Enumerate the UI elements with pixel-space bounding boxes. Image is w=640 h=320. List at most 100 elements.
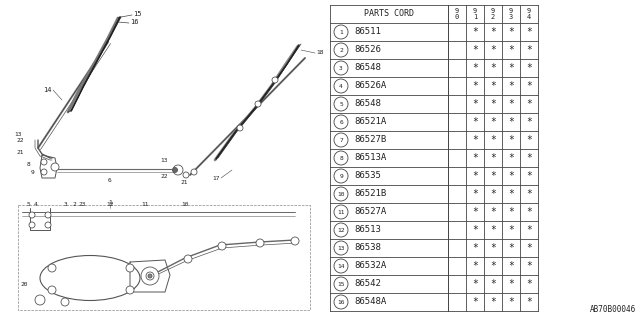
- Text: 86548: 86548: [354, 100, 381, 108]
- Text: *: *: [472, 279, 478, 289]
- Circle shape: [126, 286, 134, 294]
- Text: 16: 16: [130, 19, 138, 25]
- Text: 4: 4: [34, 203, 38, 207]
- Text: *: *: [508, 135, 514, 145]
- Circle shape: [334, 79, 348, 93]
- Text: 9
3: 9 3: [509, 8, 513, 20]
- Text: 14: 14: [337, 263, 345, 268]
- Text: 86521B: 86521B: [354, 189, 387, 198]
- Text: *: *: [490, 63, 496, 73]
- Text: 14: 14: [44, 87, 52, 93]
- Circle shape: [29, 212, 35, 218]
- Text: *: *: [472, 189, 478, 199]
- Text: *: *: [490, 225, 496, 235]
- Circle shape: [334, 115, 348, 129]
- Text: *: *: [490, 207, 496, 217]
- Circle shape: [48, 264, 56, 272]
- Text: 8: 8: [26, 162, 30, 166]
- Text: 15: 15: [133, 11, 141, 17]
- Text: 3: 3: [64, 203, 68, 207]
- Text: *: *: [490, 99, 496, 109]
- Circle shape: [334, 43, 348, 57]
- Circle shape: [184, 255, 192, 263]
- Circle shape: [35, 295, 45, 305]
- Circle shape: [334, 205, 348, 219]
- Circle shape: [218, 242, 226, 250]
- Text: 15: 15: [337, 282, 345, 286]
- Circle shape: [334, 25, 348, 39]
- Text: 6: 6: [339, 119, 343, 124]
- Text: *: *: [490, 279, 496, 289]
- Circle shape: [45, 222, 51, 228]
- Text: *: *: [508, 81, 514, 91]
- Text: AB70B00046: AB70B00046: [589, 305, 636, 314]
- Text: *: *: [508, 297, 514, 307]
- Text: 86513: 86513: [354, 226, 381, 235]
- Text: *: *: [472, 135, 478, 145]
- Text: 86513A: 86513A: [354, 154, 387, 163]
- Text: 9: 9: [30, 170, 34, 174]
- Text: *: *: [472, 207, 478, 217]
- Text: *: *: [526, 207, 532, 217]
- Circle shape: [334, 223, 348, 237]
- Text: 9
2: 9 2: [491, 8, 495, 20]
- Text: 86511: 86511: [354, 28, 381, 36]
- Text: *: *: [490, 27, 496, 37]
- Text: *: *: [490, 45, 496, 55]
- Text: *: *: [508, 189, 514, 199]
- Text: *: *: [508, 225, 514, 235]
- Text: 86526: 86526: [354, 45, 381, 54]
- Text: 21: 21: [180, 180, 188, 185]
- Text: 20: 20: [20, 283, 28, 287]
- Text: 1: 1: [108, 199, 112, 204]
- Circle shape: [334, 97, 348, 111]
- Text: 2: 2: [339, 47, 343, 52]
- Text: 5: 5: [339, 101, 343, 107]
- Text: 16: 16: [337, 300, 345, 305]
- Circle shape: [334, 259, 348, 273]
- Circle shape: [334, 295, 348, 309]
- Text: *: *: [526, 45, 532, 55]
- Circle shape: [256, 239, 264, 247]
- Text: *: *: [472, 153, 478, 163]
- Circle shape: [237, 125, 243, 131]
- Text: *: *: [472, 243, 478, 253]
- Text: *: *: [526, 279, 532, 289]
- Text: *: *: [526, 81, 532, 91]
- Circle shape: [291, 237, 299, 245]
- Text: 22: 22: [16, 139, 24, 143]
- Text: *: *: [526, 225, 532, 235]
- Circle shape: [48, 286, 56, 294]
- Text: 86526A: 86526A: [354, 82, 387, 91]
- Circle shape: [41, 169, 47, 175]
- Text: *: *: [526, 261, 532, 271]
- Circle shape: [334, 241, 348, 255]
- Circle shape: [183, 172, 189, 178]
- Text: *: *: [526, 27, 532, 37]
- Text: 8: 8: [339, 156, 343, 161]
- Text: *: *: [526, 117, 532, 127]
- Circle shape: [334, 277, 348, 291]
- Text: *: *: [508, 171, 514, 181]
- Text: *: *: [508, 99, 514, 109]
- Text: 10: 10: [181, 203, 189, 207]
- Text: *: *: [472, 63, 478, 73]
- Circle shape: [148, 274, 152, 278]
- Text: *: *: [490, 171, 496, 181]
- Text: 86532A: 86532A: [354, 261, 387, 270]
- Text: *: *: [526, 135, 532, 145]
- Circle shape: [41, 159, 47, 165]
- Text: 2: 2: [72, 203, 76, 207]
- Text: *: *: [472, 171, 478, 181]
- Text: *: *: [508, 261, 514, 271]
- Text: 86542: 86542: [354, 279, 381, 289]
- Circle shape: [334, 151, 348, 165]
- Text: 9
4: 9 4: [527, 8, 531, 20]
- Circle shape: [334, 169, 348, 183]
- Circle shape: [173, 167, 177, 172]
- Circle shape: [334, 187, 348, 201]
- Text: 10: 10: [337, 191, 345, 196]
- Text: *: *: [526, 171, 532, 181]
- Text: *: *: [508, 153, 514, 163]
- Text: 13: 13: [337, 245, 345, 251]
